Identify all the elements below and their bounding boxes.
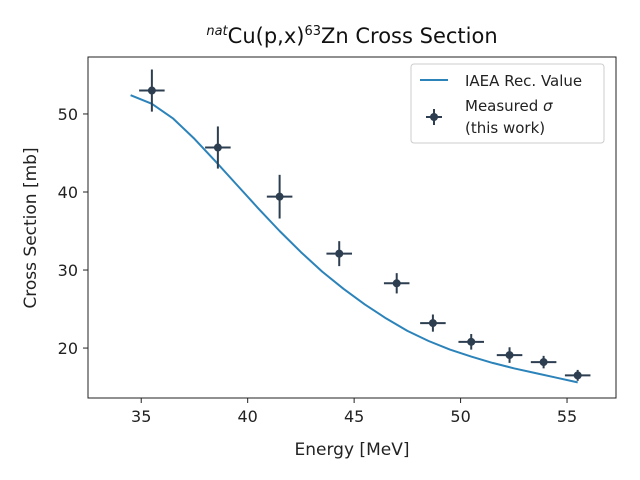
x-tick-label: 35	[131, 407, 151, 426]
point-marker	[573, 371, 582, 380]
point-marker	[428, 319, 437, 328]
point-marker	[335, 249, 344, 258]
legend-label-iaea: IAEA Rec. Value	[465, 72, 582, 90]
y-axis: 20 30 40 50	[58, 105, 88, 358]
x-tick-label: 55	[557, 407, 577, 426]
iaea-curve-layer	[130, 94, 578, 384]
point-marker	[213, 143, 222, 152]
point-marker	[275, 192, 284, 201]
legend-sigma-symbol: σ	[543, 97, 553, 115]
title-mass-superscript: 63	[304, 24, 321, 39]
x-tick-label: 50	[450, 407, 470, 426]
measured-point	[496, 347, 523, 363]
y-tick-label: 40	[58, 183, 78, 202]
y-tick-label: 20	[58, 339, 78, 358]
measured-point	[326, 241, 352, 267]
title-suffix: Zn Cross Section	[321, 24, 498, 48]
title-element: Cu(p,x)	[228, 24, 305, 48]
point-marker	[539, 358, 548, 367]
measured-point	[420, 314, 446, 332]
measured-point	[266, 174, 293, 219]
point-marker	[392, 279, 401, 288]
x-tick-label: 40	[237, 407, 257, 426]
legend-label-measured: Measured σ	[465, 97, 553, 115]
measured-point	[383, 273, 410, 294]
iaea-rec-value-line	[130, 94, 578, 384]
measured-points-layer	[139, 69, 591, 381]
legend-errorbar-swatch	[426, 109, 442, 125]
measured-point	[205, 126, 231, 169]
x-tick-label: 45	[344, 407, 364, 426]
measured-point	[139, 69, 165, 112]
point-marker	[467, 337, 476, 346]
measured-point	[564, 369, 591, 381]
legend: IAEA Rec. Value Measured σ (this work)	[410, 63, 605, 144]
measured-point	[530, 355, 557, 369]
x-axis-title: Energy [MeV]	[295, 440, 410, 460]
chart-title: natCu(p,x)63Zn Cross Section	[206, 24, 497, 48]
plot-frame	[87, 56, 617, 399]
measured-point	[458, 334, 484, 350]
legend-box	[410, 63, 605, 144]
y-tick-label: 50	[58, 105, 78, 124]
point-marker	[147, 86, 156, 95]
point-marker	[505, 351, 514, 360]
x-axis: 35 40 45 50 55	[131, 398, 577, 426]
y-tick-label: 30	[58, 261, 78, 280]
title-nat-superscript: nat	[206, 24, 228, 39]
legend-label-this-work: (this work)	[465, 119, 545, 137]
y-axis-title: Cross Section [mb]	[21, 147, 41, 308]
legend-measured-text: Measured	[465, 97, 543, 115]
